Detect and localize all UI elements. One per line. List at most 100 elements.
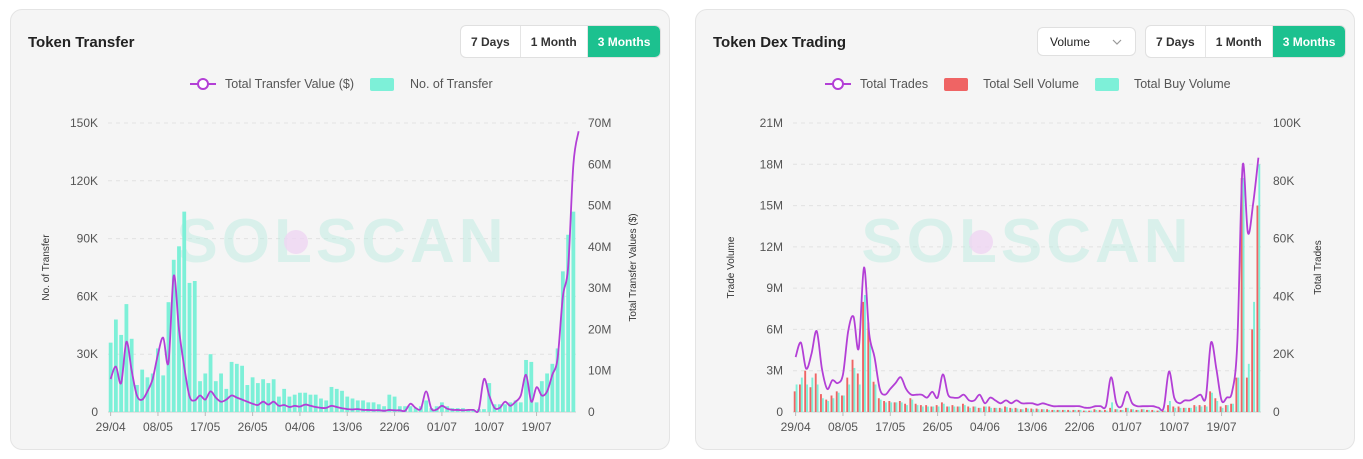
bar-total-buy-volume bbox=[1011, 408, 1014, 412]
bar-total-sell-volume bbox=[888, 400, 891, 412]
bar-total-sell-volume bbox=[820, 394, 822, 412]
legend-item-total-trades[interactable]: Total Trades bbox=[825, 77, 928, 91]
dex-legend: Total Trades Total Sell Volume Total Buy… bbox=[825, 77, 1247, 91]
bar-total-buy-volume bbox=[1116, 409, 1119, 412]
bar-total-buy-volume bbox=[869, 343, 872, 412]
y-axis-title: No. of Transfer bbox=[41, 234, 52, 301]
y-tick-label: 0 bbox=[776, 405, 783, 419]
bar-no-of-transfer bbox=[340, 390, 344, 412]
bar-total-buy-volume bbox=[1037, 409, 1040, 412]
bar-total-sell-volume bbox=[930, 406, 933, 412]
sell-swatch-icon bbox=[944, 77, 969, 91]
x-tick-label: 19/07 bbox=[522, 420, 552, 434]
dex-range-1-month-button[interactable]: 1 Month bbox=[1206, 26, 1273, 57]
token-transfer-card: Token Transfer 7 Days 1 Month 3 Months T… bbox=[10, 9, 670, 450]
x-tick-label: 08/05 bbox=[828, 420, 858, 434]
bar-no-of-transfer bbox=[371, 402, 376, 412]
bar-total-buy-volume bbox=[1168, 400, 1171, 412]
x-tick-label: 29/04 bbox=[781, 420, 811, 434]
bar-no-of-transfer bbox=[571, 211, 576, 412]
bar-total-buy-volume bbox=[932, 406, 935, 412]
bar-total-sell-volume bbox=[1182, 407, 1185, 412]
bar-no-of-transfer bbox=[192, 280, 197, 412]
bar-total-buy-volume bbox=[890, 402, 893, 412]
bar-total-buy-volume bbox=[1147, 409, 1150, 412]
dex-trading-chart: 0 3M 6M 9M 12M 15M 18M 21M 0 20K 40K 60K 80K 100K SOLS… bbox=[726, 116, 1324, 434]
bar-no-of-transfer bbox=[334, 388, 339, 412]
bar-no-of-transfer bbox=[313, 394, 318, 412]
bar-no-of-transfer bbox=[261, 379, 266, 412]
bar-total-buy-volume bbox=[806, 384, 809, 412]
bar-total-sell-volume bbox=[914, 403, 917, 412]
x-tick-label: 10/07 bbox=[1159, 420, 1189, 434]
bar-no-of-transfer bbox=[560, 271, 565, 412]
bar-total-sell-volume bbox=[919, 405, 922, 412]
bar-no-of-transfer bbox=[266, 383, 271, 412]
bar-no-of-transfer bbox=[387, 394, 392, 412]
bar-total-sell-volume bbox=[1014, 407, 1017, 412]
bar-no-of-transfer bbox=[424, 400, 429, 412]
bar-total-sell-volume bbox=[1224, 405, 1227, 412]
bar-total-sell-volume bbox=[940, 402, 943, 412]
bar-no-of-transfer bbox=[171, 259, 176, 412]
bar-no-of-transfer bbox=[298, 392, 302, 412]
legend-item-buy-volume[interactable]: Total Buy Volume bbox=[1094, 77, 1231, 91]
y2-tick-label: 20K bbox=[1273, 347, 1294, 361]
bar-total-sell-volume bbox=[1025, 407, 1027, 412]
bar-total-sell-volume bbox=[1119, 409, 1122, 412]
legend-item-sell-volume[interactable]: Total Sell Volume bbox=[944, 77, 1079, 91]
bar-total-sell-volume bbox=[1114, 409, 1117, 412]
bar-total-sell-volume bbox=[1061, 409, 1064, 412]
bar-total-sell-volume bbox=[1146, 409, 1148, 412]
bar-total-buy-volume bbox=[1105, 410, 1108, 412]
bar-no-of-transfer bbox=[355, 400, 360, 412]
bar-total-sell-volume bbox=[893, 402, 896, 412]
bar-total-buy-volume bbox=[811, 377, 814, 412]
bar-no-of-transfer bbox=[234, 363, 239, 412]
bar-no-of-transfer bbox=[366, 402, 371, 412]
transfer-range-7-days-button[interactable]: 7 Days bbox=[461, 26, 521, 57]
bar-total-sell-volume bbox=[962, 403, 964, 412]
bar-total-sell-volume bbox=[1177, 406, 1180, 412]
bar-total-sell-volume bbox=[1088, 410, 1091, 412]
bar-no-of-transfer bbox=[382, 406, 386, 412]
legend-item-transfer-value[interactable]: Total Transfer Value ($) bbox=[190, 77, 354, 91]
bar-no-of-transfer bbox=[376, 404, 381, 412]
bar-no-of-transfer bbox=[208, 354, 213, 412]
bar-total-sell-volume bbox=[1256, 205, 1259, 412]
bar-no-of-transfer bbox=[524, 359, 528, 412]
bar-total-buy-volume bbox=[885, 402, 887, 412]
bar-total-buy-volume bbox=[1237, 377, 1240, 412]
bar-total-buy-volume bbox=[848, 384, 851, 412]
x-tick-label: 26/05 bbox=[238, 420, 268, 434]
chevron-down-icon bbox=[1112, 39, 1122, 45]
x-tick-label: 13/06 bbox=[332, 420, 362, 434]
y-tick-label: 3M bbox=[766, 364, 783, 378]
bar-no-of-transfer bbox=[324, 400, 329, 412]
bar-total-buy-volume bbox=[795, 384, 798, 412]
bar-total-buy-volume bbox=[1142, 409, 1145, 412]
dex-range-3-months-button[interactable]: 3 Months bbox=[1272, 26, 1346, 57]
bar-total-buy-volume bbox=[1190, 407, 1192, 412]
x-tick-label: 22/06 bbox=[1065, 420, 1095, 434]
dex-range-7-days-button[interactable]: 7 Days bbox=[1146, 26, 1206, 57]
bar-no-of-transfer bbox=[245, 385, 250, 412]
x-tick-label: 13/06 bbox=[1017, 420, 1047, 434]
bar-total-sell-volume bbox=[1230, 403, 1233, 412]
bar-total-buy-volume bbox=[1048, 409, 1050, 412]
bar-total-buy-volume bbox=[1221, 407, 1224, 412]
bar-total-buy-volume bbox=[1226, 405, 1229, 412]
bar-total-buy-volume bbox=[995, 407, 998, 412]
dex-metric-select[interactable]: Volume bbox=[1037, 27, 1136, 56]
bar-no-of-transfer bbox=[198, 381, 202, 412]
bar-no-of-transfer bbox=[566, 234, 571, 412]
bar-total-buy-volume bbox=[1179, 407, 1182, 412]
bar-no-of-transfer bbox=[161, 375, 166, 412]
bar-total-sell-volume bbox=[946, 406, 949, 412]
bar-total-buy-volume bbox=[821, 398, 824, 412]
bar-total-buy-volume bbox=[921, 406, 924, 412]
legend-item-transfer-count[interactable]: No. of Transfer bbox=[370, 77, 493, 91]
bar-total-buy-volume bbox=[842, 395, 845, 412]
transfer-range-3-months-button[interactable]: 3 Months bbox=[587, 26, 661, 57]
transfer-range-1-month-button[interactable]: 1 Month bbox=[521, 26, 588, 57]
